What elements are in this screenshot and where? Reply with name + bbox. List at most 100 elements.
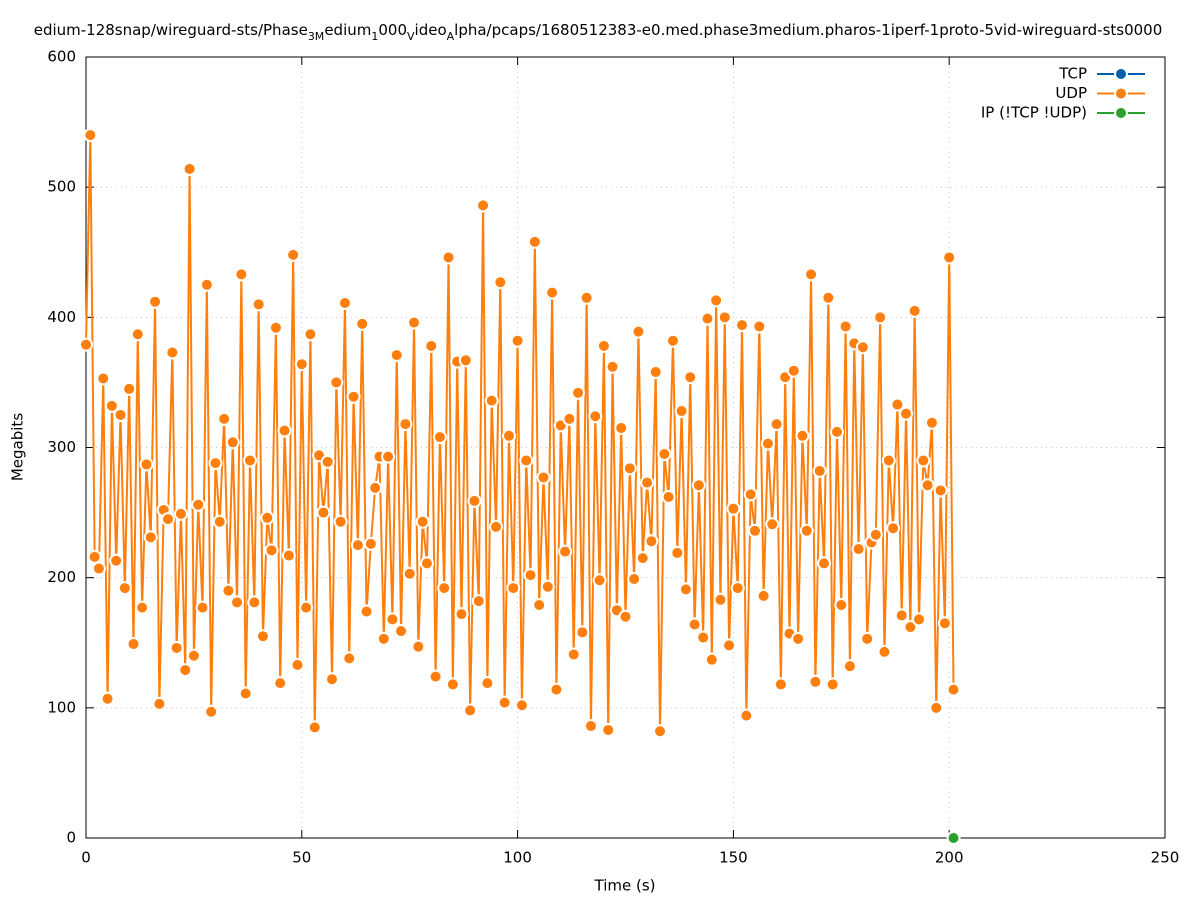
data-point — [765, 517, 780, 532]
data-point — [704, 652, 719, 667]
y-axis-label: Megabits — [9, 413, 27, 481]
data-point — [346, 389, 361, 404]
data-point — [307, 720, 322, 735]
data-point — [735, 318, 750, 333]
plot-border — [85, 56, 1166, 839]
data-point — [264, 543, 279, 558]
data-point — [329, 375, 344, 390]
title-part: V — [407, 30, 415, 43]
data-point — [929, 700, 944, 715]
data-point — [804, 267, 819, 282]
data-point — [903, 620, 918, 635]
data-point — [316, 505, 331, 520]
data-point — [881, 453, 896, 468]
data-point — [510, 333, 525, 348]
data-point — [860, 631, 875, 646]
data-point — [467, 493, 482, 508]
data-point — [83, 128, 98, 143]
data-point — [674, 404, 689, 419]
data-point — [476, 198, 491, 213]
data-point — [255, 629, 270, 644]
data-point — [575, 625, 590, 640]
x-tick-label: 0 — [81, 849, 91, 867]
data-point — [514, 698, 529, 713]
data-point — [937, 616, 952, 631]
legend-marker — [1114, 106, 1128, 120]
data-point — [290, 657, 305, 672]
data-point — [234, 267, 249, 282]
data-point — [355, 316, 370, 331]
data-point — [96, 371, 111, 386]
data-point — [549, 682, 564, 697]
data-point — [243, 453, 258, 468]
data-point — [212, 514, 227, 529]
data-point — [273, 676, 288, 691]
legend-marker — [1114, 67, 1128, 81]
data-point — [471, 594, 486, 609]
legend-label: IP (!TCP !UDP) — [981, 104, 1087, 122]
data-point — [855, 340, 870, 355]
data-point — [648, 365, 663, 380]
data-point — [441, 250, 456, 265]
title-part: 3M — [308, 30, 325, 43]
data-point — [536, 470, 551, 485]
x-tick-label: 150 — [719, 849, 748, 867]
data-point — [109, 553, 124, 568]
data-point — [946, 831, 961, 845]
data-point — [182, 161, 197, 176]
data-point — [432, 430, 447, 445]
data-point — [886, 521, 901, 536]
data-point — [268, 320, 283, 335]
data-point — [687, 617, 702, 632]
data-point — [739, 708, 754, 723]
data-point — [337, 296, 352, 311]
data-point — [627, 571, 642, 586]
data-point — [696, 630, 711, 645]
data-point — [191, 497, 206, 512]
data-point — [829, 424, 844, 439]
data-point — [795, 428, 810, 443]
data-point — [359, 604, 374, 619]
x-tick-label: 50 — [292, 849, 311, 867]
data-point — [942, 250, 957, 265]
title-part: edium-128snap/wireguard-sts/Phase — [34, 21, 308, 39]
data-point — [916, 453, 931, 468]
data-point — [173, 506, 188, 521]
data-point — [583, 719, 598, 734]
data-point — [842, 659, 857, 674]
legend-label: TCP — [1058, 65, 1087, 83]
data-point — [924, 415, 939, 430]
series-line — [85, 135, 955, 732]
data-point — [562, 411, 577, 426]
data-point — [808, 674, 823, 689]
data-point — [113, 407, 128, 422]
data-point — [104, 398, 119, 413]
data-point — [117, 581, 132, 596]
data-point — [169, 640, 184, 655]
legend-marker — [1114, 86, 1128, 101]
data-point — [217, 411, 232, 426]
data-point — [545, 285, 560, 300]
data-point — [407, 315, 422, 330]
data-point — [760, 436, 775, 451]
data-point — [756, 588, 771, 603]
data-point — [428, 669, 443, 684]
data-point — [821, 290, 836, 305]
data-point — [333, 514, 348, 529]
y-tick-label: 300 — [47, 438, 76, 456]
data-point — [251, 297, 266, 312]
data-point — [933, 483, 948, 498]
data-point — [640, 475, 655, 490]
data-point — [484, 393, 499, 408]
data-point — [419, 556, 434, 571]
data-point — [622, 461, 637, 476]
data-point — [834, 598, 849, 613]
data-point — [631, 324, 646, 339]
data-point — [424, 338, 439, 353]
title-part: A — [447, 30, 455, 43]
data-point — [325, 672, 340, 687]
data-point — [726, 501, 741, 516]
data-point — [838, 319, 853, 334]
data-point — [532, 598, 547, 613]
